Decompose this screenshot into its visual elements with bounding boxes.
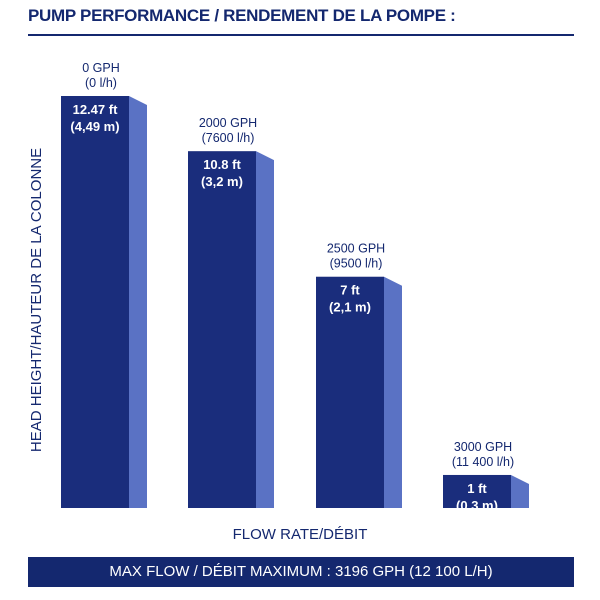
bar-group-1: 10.8 ft (3,2 m) 2000 GPH(7600 l/h) — [188, 116, 274, 508]
bar-value-label-0: 12.47 ft — [73, 102, 118, 117]
bar-value-sublabel-2: (2,1 m) — [329, 300, 371, 315]
bar-side-2 — [384, 276, 402, 508]
bar-value-sublabel-0: (4,49 m) — [70, 119, 119, 134]
bar-side-1 — [256, 151, 274, 508]
bar-value-label-2: 7 ft — [340, 283, 360, 298]
bar-chart: 12.47 ft (4,49 m) 0 GPH(0 l/h) 10.8 ft (3,2 … — [28, 61, 529, 543]
bar-group-3: 1 ft (0,3 m) 3000 GPH(11 400 l/h) — [443, 440, 529, 513]
category-label-1: 2000 GPH — [199, 116, 257, 130]
y-axis-label: HEAD HEIGHT/HAUTEUR DE LA COLONNE — [28, 148, 45, 452]
bar-group-2: 7 ft (2,1 m) 2500 GPH(9500 l/h) — [316, 242, 402, 508]
bar-3 — [443, 474, 511, 508]
category-sublabel-3: (11 400 l/h) — [452, 455, 514, 469]
title-divider — [28, 34, 574, 36]
max-flow-banner: MAX FLOW / DÉBIT MAXIMUM : 3196 GPH (12 … — [28, 557, 574, 587]
bar-group-0: 12.47 ft (4,49 m) 0 GPH(0 l/h) — [61, 61, 147, 508]
bar-value-label-3: 1 ft — [467, 481, 487, 496]
bar-2 — [316, 276, 384, 508]
bar-value-label-1: 10.8 ft — [203, 157, 241, 172]
category-sublabel-0: (0 l/h) — [85, 76, 117, 90]
bar-value-sublabel-3: (0,3 m) — [456, 498, 498, 513]
category-sublabel-1: (7600 l/h) — [202, 131, 255, 145]
chart-title: PUMP PERFORMANCE / RENDEMENT DE LA POMPE… — [28, 6, 456, 25]
category-label-0: 0 GPH — [82, 61, 120, 75]
category-label-3: 3000 GPH — [454, 440, 512, 454]
bars-layer: 12.47 ft (4,49 m) 0 GPH(0 l/h) 10.8 ft (3,2 … — [61, 61, 529, 513]
bar-side-3 — [511, 474, 529, 508]
bar-value-sublabel-1: (3,2 m) — [201, 174, 243, 189]
bar-1 — [188, 151, 256, 508]
x-axis-label: FLOW RATE/DÉBIT — [233, 526, 368, 543]
category-label-2: 2500 GPH — [327, 242, 385, 256]
bar-0 — [61, 96, 129, 508]
bar-side-0 — [129, 96, 147, 508]
category-sublabel-2: (9500 l/h) — [330, 257, 383, 271]
